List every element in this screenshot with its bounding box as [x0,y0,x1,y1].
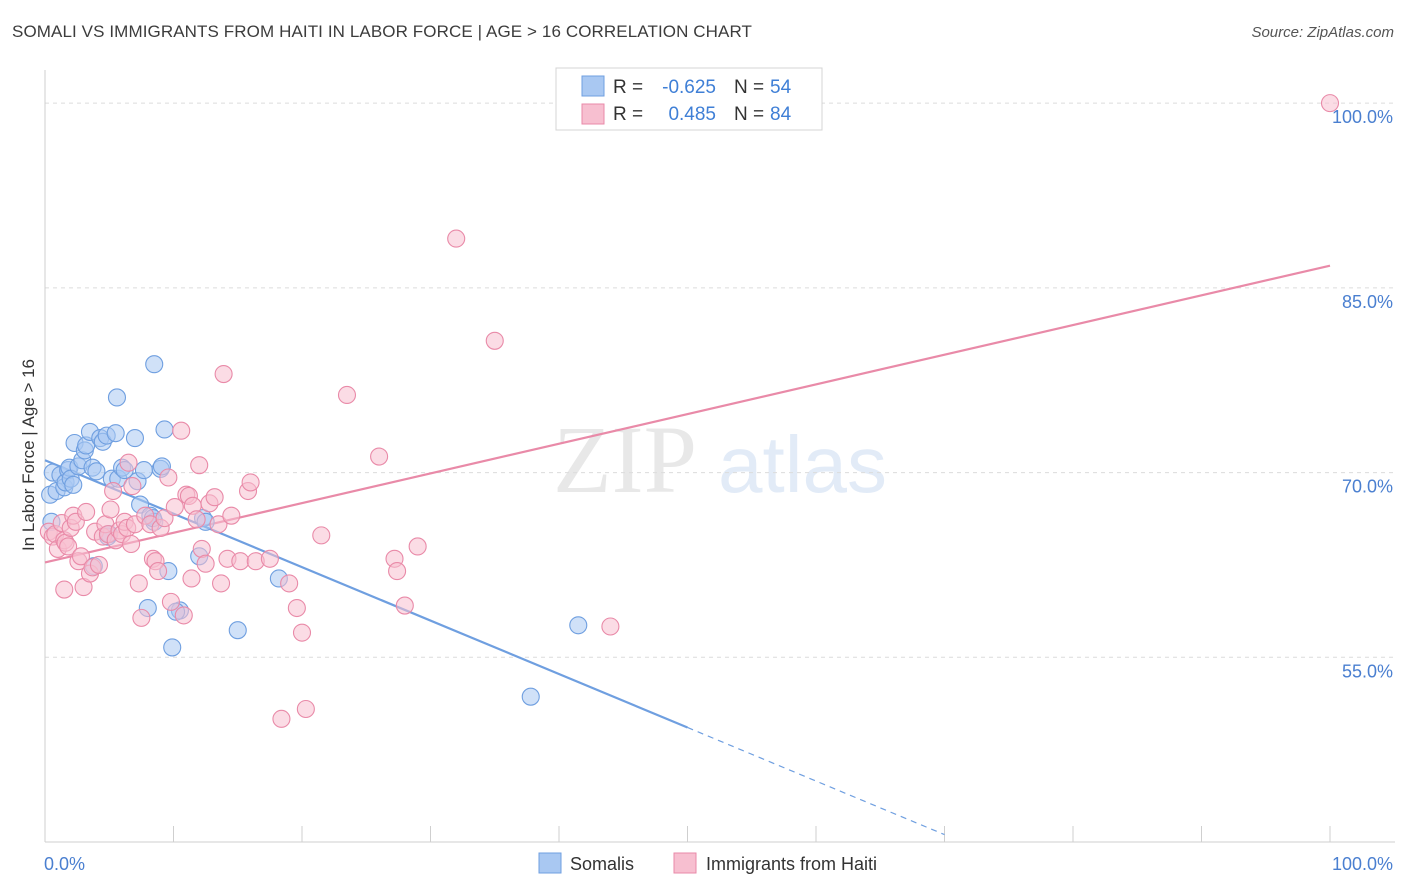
somali-point [87,462,106,481]
y-tick-label: 55.0% [1342,661,1393,681]
somali-point [134,461,153,480]
watermark-zip: ZIP [553,406,697,513]
haiti-point [155,509,174,528]
haiti-point [260,549,279,568]
legend-label-haiti: Immigrants from Haiti [706,854,877,874]
somali-point [107,388,127,407]
somali-point [155,420,174,439]
legend-swatch-haiti [581,103,605,125]
somali-point [163,638,182,657]
haiti-point [71,547,91,566]
somali-point [569,616,588,635]
haiti-point [209,515,228,534]
haiti-point [174,606,193,625]
legend-n-label: N = [734,77,764,98]
haiti-point [187,510,206,529]
haiti-point [337,385,357,405]
legend-swatch-somalis [581,75,605,97]
haiti-point [222,506,241,525]
legend-r-label: R = [613,104,643,125]
haiti-point [55,580,74,599]
haiti-point [172,421,191,440]
haiti-point [159,468,178,487]
x-tick-label: 100.0% [1332,854,1393,874]
legend-r-value: 0.485 [668,104,716,125]
trend-line-extension [687,726,945,836]
legend-label-somalis: Somalis [570,854,634,874]
haiti-point [485,331,504,350]
haiti-point [101,500,120,519]
haiti-point [165,497,184,517]
haiti-point [292,623,312,642]
haiti-point [123,477,142,496]
haiti-point [287,598,306,618]
haiti-point [196,554,215,573]
haiti-point [272,709,291,728]
haiti-point [296,699,315,719]
legend-n-value: 84 [770,104,792,125]
grid [45,102,1395,658]
y-tick-label: 85.0% [1342,292,1393,312]
haiti-point [89,555,109,574]
haiti-point [211,574,231,593]
y-axis-label: In Labor Force | Age > 16 [19,359,38,551]
haiti-point [190,456,209,475]
haiti-point [104,481,123,501]
haiti-point [241,473,260,492]
haiti-point [395,596,414,615]
haiti-point [280,574,299,593]
somali-point [228,621,247,640]
haiti-point [205,488,224,507]
haiti-point [370,447,389,466]
legend-n-label: N = [734,104,764,125]
source-label: Source: ZipAtlas.com [1251,24,1394,41]
watermark-atlas: atlas [718,420,887,509]
series-legend: Somalis Immigrants from Haiti [538,852,877,874]
legend-n-value: 54 [770,77,792,98]
haiti-point [312,526,331,545]
haiti-point [129,574,148,593]
y-tick-label: 100.0% [1332,107,1393,127]
haiti-point [408,537,427,556]
haiti-point [214,364,233,384]
haiti-point [1320,94,1340,113]
trend-lines [44,264,1331,836]
y-tick-label: 70.0% [1342,477,1393,497]
haiti-point [149,562,168,581]
watermark: ZIP atlas [553,406,887,513]
legend-r-value: -0.625 [662,77,716,98]
legend-swatch-haiti [673,852,697,874]
legend-r-label: R = [613,77,643,98]
somali-point [106,424,125,443]
haiti-point [182,569,201,588]
haiti-point [161,592,180,611]
legend-swatch-somalis [538,852,562,874]
data-points [39,94,1340,728]
trend-line [44,264,1331,564]
haiti-point [122,534,141,554]
haiti-point [132,608,151,627]
haiti-point [77,502,96,522]
trend-line [44,459,688,729]
haiti-point [119,453,138,472]
chart-title: SOMALI VS IMMIGRANTS FROM HAITI IN LABOR… [12,22,753,41]
haiti-point [447,229,466,248]
haiti-point [388,562,407,581]
stats-legend: R = -0.625 N = 54 R = 0.485 N = 84 [555,67,823,131]
somali-point [125,429,144,448]
axes [44,70,1395,843]
somali-point [64,475,83,494]
haiti-point [231,552,250,571]
ticks: 100.0% 85.0% 70.0% 55.0% 0.0% 100.0% [44,107,1393,874]
somali-point [521,687,540,706]
haiti-point [601,617,620,636]
haiti-point [192,539,211,558]
x-tick-label: 0.0% [44,854,85,874]
somali-point [145,355,164,374]
haiti-point [59,537,78,556]
